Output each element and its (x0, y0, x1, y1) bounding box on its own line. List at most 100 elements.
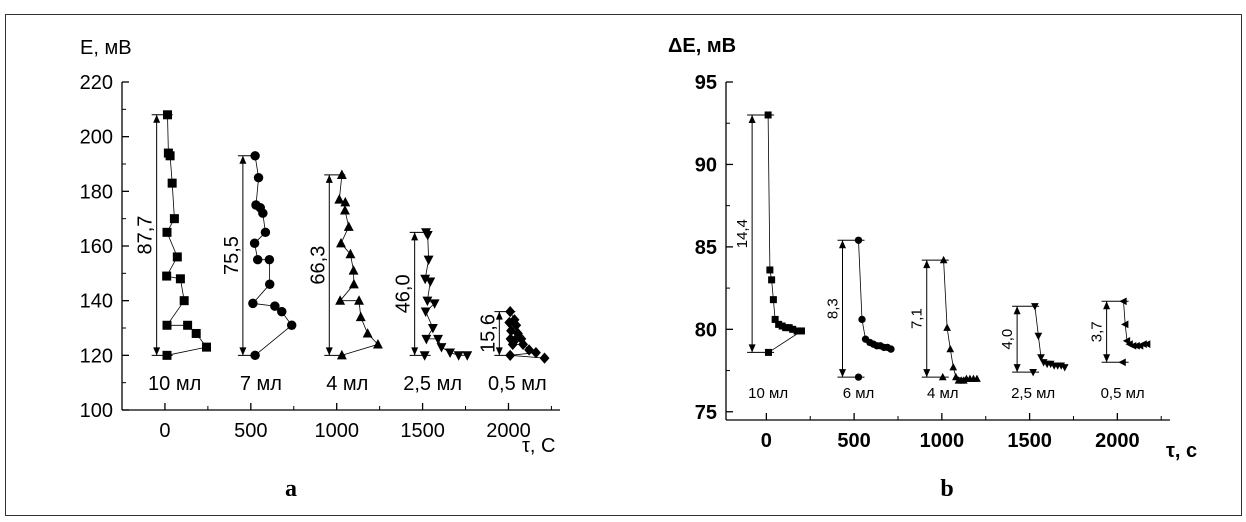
data-point (354, 295, 364, 305)
y-tick-label: 75 (695, 402, 717, 424)
delta-value: 8,3 (824, 298, 841, 319)
delta-arrow-up (1013, 306, 1021, 315)
data-point (420, 307, 431, 317)
data-point (939, 255, 948, 264)
figure-frame (5, 14, 1242, 516)
data-point (518, 338, 529, 351)
series-4: 46,0 2,5 мл (393, 228, 473, 395)
series-name: 7 мл (240, 373, 282, 395)
data-point (334, 194, 345, 204)
data-point (785, 324, 793, 332)
data-point (768, 276, 776, 284)
data-point (938, 372, 947, 381)
data-point (429, 299, 440, 309)
data-point (250, 151, 260, 161)
data-point (422, 296, 433, 307)
delta-arrow-up (838, 240, 846, 249)
data-point (1119, 297, 1127, 306)
x-tick-label: 0 (761, 430, 772, 452)
data-point (505, 349, 516, 361)
data-point (336, 349, 347, 360)
series-name: 4 мл (326, 373, 368, 395)
data-point (764, 111, 772, 119)
x-tick-label: 1500 (1007, 430, 1052, 452)
data-point (264, 279, 275, 289)
delta-value: 15,6 (477, 314, 499, 353)
data-point (252, 254, 263, 265)
data-point (797, 327, 805, 335)
data-point (169, 214, 179, 224)
data-point (775, 320, 783, 328)
delta-arrow-down (1013, 364, 1021, 373)
panel-a-label: a (285, 476, 297, 502)
y-tick-label: 180 (80, 181, 113, 203)
delta-arrow-down (325, 347, 333, 356)
data-point (260, 227, 271, 238)
data-point (162, 271, 172, 281)
series-line (858, 240, 892, 350)
data-point (1034, 332, 1043, 341)
series-name: 6 мл (843, 385, 875, 402)
data-point (277, 306, 287, 317)
delta-arrow-down (838, 369, 846, 378)
data-point (420, 274, 431, 285)
data-point (511, 333, 522, 345)
data-point (372, 339, 383, 349)
delta-arrow-up (239, 155, 247, 164)
x-tick-label: 1500 (400, 420, 445, 442)
data-point (419, 351, 430, 361)
data-point (183, 320, 193, 330)
data-point (539, 352, 550, 364)
series-name: 2,5 мл (403, 373, 462, 395)
series-5: 3,7 0,5 мл (1089, 297, 1151, 402)
data-point (167, 178, 177, 188)
data-point (524, 344, 535, 356)
series-name: 4 мл (927, 385, 959, 402)
data-point (1118, 358, 1126, 367)
data-point (175, 274, 185, 284)
series-name: 2,5 мл (1011, 385, 1055, 402)
series-1: 87,7 10 мл (135, 110, 212, 395)
data-point (253, 172, 264, 183)
series-line (424, 232, 468, 356)
series-3: 66,3 4 мл (307, 169, 383, 395)
data-point (286, 320, 297, 330)
data-point (165, 151, 175, 161)
delta-arrow-down (923, 369, 931, 378)
series-4: 4,0 2,5 мл (999, 303, 1069, 402)
data-point (453, 351, 464, 361)
series-name: 0,5 мл (1101, 385, 1145, 402)
series-name: 0,5 мл (488, 373, 547, 395)
delta-arrow-up (411, 232, 419, 241)
data-point (766, 266, 774, 274)
delta-arrow-up (1103, 301, 1111, 310)
delta-arrow-down (748, 344, 756, 353)
delta-arrow-down (1103, 354, 1111, 363)
data-point (507, 338, 518, 351)
delta-value: 66,3 (307, 246, 329, 285)
delta-arrow-down (239, 347, 247, 356)
data-point (248, 298, 258, 309)
x-tick-label: 500 (837, 430, 870, 452)
x-tick-label: 1000 (920, 430, 965, 452)
data-point (1031, 303, 1039, 311)
data-point (162, 320, 172, 330)
series-2: 8,3 6 мл (824, 236, 895, 402)
y-tick-label: 100 (80, 400, 113, 422)
y-tick-label: 160 (80, 236, 113, 258)
data-point (336, 169, 347, 179)
delta-arrow-down (153, 347, 161, 356)
series-line (943, 260, 978, 381)
data-point (509, 314, 520, 326)
data-point (162, 227, 172, 237)
data-point (1142, 340, 1151, 349)
data-point (793, 327, 801, 335)
y-tick-label: 85 (695, 237, 717, 259)
data-point (1029, 369, 1037, 377)
data-point (348, 278, 359, 289)
data-point (782, 324, 790, 332)
data-point (191, 328, 201, 338)
delta-value: 14,4 (734, 219, 751, 248)
x-tick-label: 1000 (314, 420, 359, 442)
data-point (1037, 354, 1045, 362)
